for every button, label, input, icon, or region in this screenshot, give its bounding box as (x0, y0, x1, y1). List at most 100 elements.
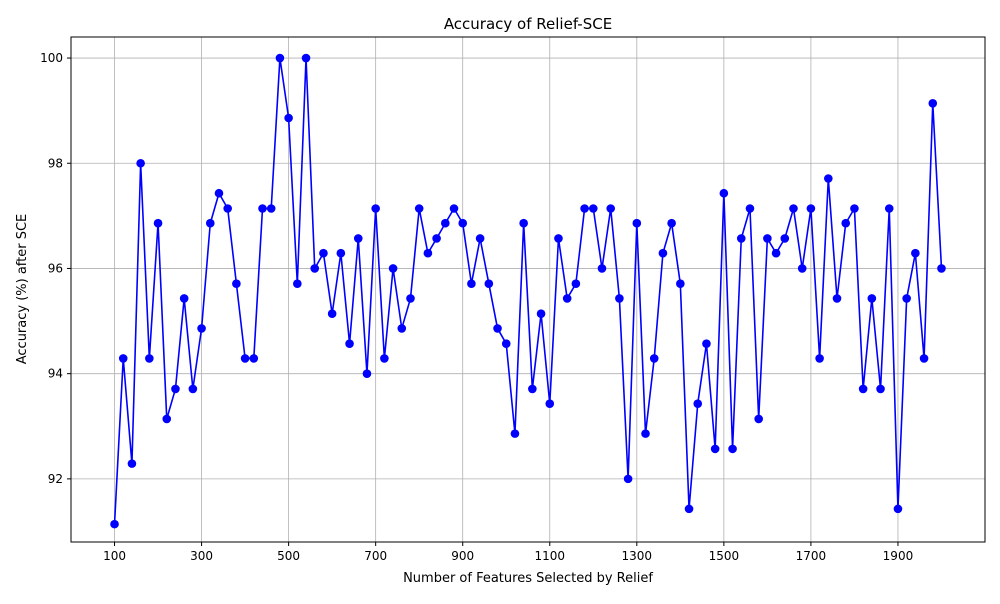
data-point (110, 519, 119, 529)
data-point (118, 354, 128, 363)
data-point (545, 399, 555, 408)
data-point (571, 279, 581, 289)
x-axis-label: Number of Features Selected by Relief (403, 571, 653, 586)
data-point (641, 429, 650, 438)
series-accuracy (110, 53, 946, 529)
data-point (301, 53, 311, 63)
data-point (310, 264, 320, 273)
data-point (205, 218, 215, 228)
data-point (789, 204, 798, 213)
data-point (728, 444, 737, 454)
data-point (432, 234, 441, 243)
data-point (127, 459, 137, 468)
x-tick-label: 100 (103, 549, 126, 563)
y-tick-label: 100 (40, 51, 63, 65)
data-point (884, 204, 894, 213)
x-tick-label: 1500 (709, 549, 740, 563)
data-point (841, 218, 851, 228)
data-point (554, 234, 563, 243)
data-point (858, 384, 868, 394)
data-point (293, 279, 302, 289)
data-point (719, 188, 729, 198)
data-point (919, 354, 929, 363)
x-axis-ticks: 100 300 500 700 900 1100 1300 1500 1700 1900 (103, 542, 913, 563)
data-point (902, 294, 911, 303)
y-axis-ticks: 92 94 96 98 100 (40, 51, 71, 486)
data-point (188, 384, 198, 394)
data-point (284, 113, 293, 123)
data-point (449, 204, 459, 213)
data-point (824, 174, 833, 183)
data-point (623, 474, 633, 484)
data-point (597, 264, 607, 273)
y-tick-label: 96 (48, 261, 63, 275)
y-tick-label: 94 (48, 367, 63, 381)
data-point (615, 294, 624, 303)
data-point (162, 414, 172, 424)
data-point (179, 294, 189, 303)
data-point (658, 248, 668, 258)
data-point (353, 234, 363, 243)
data-point (937, 264, 946, 273)
y-tick-label: 92 (48, 472, 63, 486)
data-point (232, 279, 241, 289)
data-point (893, 504, 903, 514)
data-point (580, 204, 589, 213)
data-point (406, 294, 415, 303)
data-point (467, 279, 476, 289)
grid-lines (71, 37, 985, 542)
data-point (606, 204, 615, 213)
data-point (397, 324, 407, 333)
x-tick-label: 500 (277, 549, 300, 563)
data-point (632, 218, 642, 228)
data-point (441, 218, 450, 228)
data-point (649, 354, 659, 363)
data-point (240, 354, 250, 363)
x-tick-label: 900 (451, 549, 474, 563)
data-point (797, 264, 807, 273)
y-tick-label: 98 (48, 156, 63, 170)
data-point (850, 204, 859, 213)
data-point (214, 188, 224, 198)
plot-frame (70, 36, 986, 543)
data-point (736, 234, 746, 243)
data-point (528, 384, 537, 394)
y-axis-label: Accuracy (%) after SCE (15, 214, 30, 365)
data-point (345, 339, 354, 348)
data-point (275, 53, 285, 63)
data-point (928, 98, 938, 108)
data-point (336, 248, 346, 258)
data-point (197, 324, 206, 333)
data-point (319, 248, 328, 258)
data-point (136, 158, 145, 168)
data-point (780, 234, 790, 243)
data-point (562, 294, 572, 303)
data-point (484, 279, 494, 289)
data-point (153, 218, 163, 228)
data-point (745, 204, 755, 213)
x-tick-label: 1700 (796, 549, 827, 563)
x-tick-label: 1100 (534, 549, 565, 563)
data-point (702, 339, 711, 348)
data-point (684, 504, 694, 514)
data-point (911, 248, 920, 258)
x-tick-label: 300 (190, 549, 213, 563)
data-point (388, 264, 398, 273)
data-point (145, 354, 154, 363)
data-point (510, 429, 520, 438)
data-point (519, 218, 528, 228)
data-point (867, 294, 877, 303)
data-point (266, 204, 276, 213)
data-point (493, 324, 502, 333)
data-point (475, 234, 485, 243)
data-point (588, 204, 598, 213)
data-point (771, 248, 781, 258)
data-point (710, 444, 720, 454)
data-point (380, 354, 389, 363)
x-tick-label: 1900 (883, 549, 914, 563)
x-tick-label: 700 (364, 549, 387, 563)
data-point (362, 369, 372, 378)
